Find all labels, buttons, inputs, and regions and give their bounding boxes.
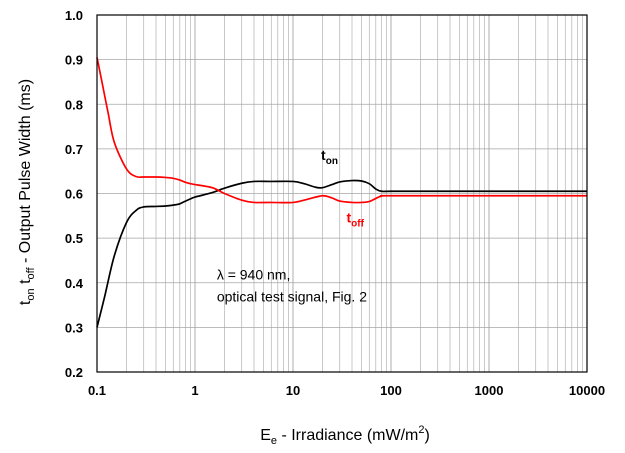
x-tick-label: 1 (191, 383, 198, 398)
x-axis-label-main: E (260, 427, 271, 444)
series-label-sub: on (326, 156, 338, 167)
series-label-main: t (321, 147, 326, 163)
y-tick-label: 0.2 (65, 365, 83, 380)
y-axis-label-rest: - Output Pulse Width (ms) (17, 79, 34, 268)
series-label-main: t (347, 210, 352, 226)
y-axis-label: ton toff - Output Pulse Width (ms) (17, 79, 37, 305)
y-tick-label: 0.9 (65, 53, 83, 68)
y-tick-labels: 0.2 0.3 0.4 0.5 0.6 0.7 0.8 0.9 1.0 (65, 8, 84, 380)
x-tick-labels: 0.1 1 10 100 1000 10000 (88, 383, 605, 398)
x-tick-label: 0.1 (88, 383, 106, 398)
series-layer (96, 57, 587, 328)
series-line-t-off (96, 57, 587, 204)
x-tick-label: 10 (286, 383, 300, 398)
series-label-sub: off (351, 219, 364, 230)
y-tick-label: 0.3 (65, 320, 83, 335)
y-axis-label-p2: t (17, 279, 34, 288)
x-axis-label-sup: 2 (418, 424, 424, 436)
y-tick-label: 0.4 (65, 276, 84, 291)
y-axis-label-s2: off (25, 266, 37, 279)
annotation-test-signal: optical test signal, Fig. 2 (217, 289, 367, 305)
plot-frame (96, 14, 588, 373)
x-tick-label: 100 (380, 383, 402, 398)
series-label-t-off: toff (347, 210, 365, 230)
y-axis-label-p1: t (17, 300, 34, 305)
x-axis-label-sub: e (271, 435, 277, 447)
y-tick-label: 0.5 (65, 231, 83, 246)
y-tick-label: 1.0 (65, 8, 83, 23)
x-axis-label: Ee - Irradiance (mW/m2) (260, 424, 430, 447)
series-line-t-on (96, 179, 587, 328)
x-axis-label-close: ) (424, 427, 429, 444)
x-tick-label: 10000 (569, 383, 605, 398)
series-label-t-on: ton (321, 147, 338, 167)
x-tick-label: 1000 (475, 383, 504, 398)
annotation-wavelength: λ = 940 nm, (217, 267, 291, 283)
grid (96, 14, 587, 373)
x-axis-label-rest: - Irradiance (mW/m (277, 427, 418, 444)
y-tick-label: 0.6 (65, 187, 83, 202)
y-tick-label: 0.8 (65, 97, 83, 112)
y-axis-label-s1: on (25, 288, 37, 300)
y-tick-label: 0.7 (65, 142, 83, 157)
